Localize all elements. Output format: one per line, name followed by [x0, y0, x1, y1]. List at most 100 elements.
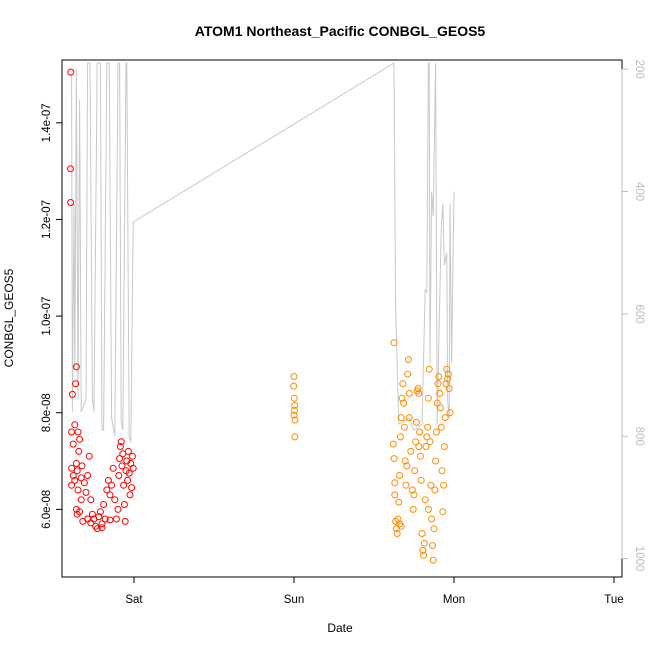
data-point	[390, 455, 398, 463]
data-point	[72, 460, 80, 467]
data-point	[414, 385, 422, 393]
data-point	[398, 394, 406, 402]
data-point	[88, 510, 96, 518]
data-point	[82, 488, 90, 496]
data-point	[434, 380, 442, 388]
points-layer	[67, 68, 454, 564]
data-point	[423, 433, 431, 441]
data-point	[76, 508, 84, 516]
data-point	[129, 464, 137, 472]
data-point	[402, 481, 410, 489]
data-point	[391, 479, 399, 487]
data-point	[73, 467, 81, 475]
data-point	[425, 365, 433, 373]
data-point	[409, 505, 417, 513]
data-point	[109, 464, 117, 472]
data-point	[410, 491, 418, 499]
data-point	[424, 505, 432, 513]
data-point	[98, 520, 106, 528]
data-point	[118, 462, 126, 470]
data-point	[437, 423, 445, 431]
data-point	[444, 375, 452, 383]
data-point	[106, 516, 114, 524]
data-point	[440, 481, 448, 489]
data-point	[439, 508, 447, 516]
data-point	[124, 476, 132, 484]
data-point	[111, 496, 119, 504]
data-point	[393, 530, 401, 537]
y-tick-label: 8.0e-08	[41, 393, 53, 432]
data-point	[408, 486, 416, 494]
y-tick-label: 6.0e-08	[41, 490, 53, 529]
y2-axis-right: 200 400 600 800 1000	[621, 60, 645, 572]
data-point	[436, 389, 444, 397]
data-point	[415, 389, 423, 397]
data-point	[84, 472, 92, 479]
data-point	[77, 474, 85, 482]
data-point	[412, 438, 420, 446]
data-point	[399, 380, 407, 388]
data-point	[389, 440, 397, 448]
data-point	[404, 370, 412, 378]
data-point	[401, 457, 409, 465]
data-point	[446, 409, 454, 417]
data-point	[405, 414, 413, 422]
data-point	[121, 517, 129, 525]
data-point	[396, 472, 404, 479]
data-point	[444, 370, 452, 378]
data-point	[98, 524, 106, 532]
data-point	[396, 433, 404, 441]
data-point	[87, 519, 95, 527]
y-axis: 6.0e-08 8.0e-08 1.0e-07 1.2e-07 1.4e-07	[41, 103, 63, 529]
data-point	[443, 365, 451, 373]
data-point	[390, 339, 398, 347]
data-point	[71, 421, 79, 429]
y2-tick-label: 200	[633, 60, 645, 79]
data-point	[445, 385, 453, 393]
data-point	[96, 508, 104, 516]
data-point	[124, 447, 132, 455]
data-point	[428, 542, 436, 550]
data-point	[67, 199, 75, 206]
y-axis-label: CONBGL_GEOS5	[2, 268, 16, 367]
data-point	[391, 491, 399, 499]
data-point	[290, 382, 298, 390]
data-point	[433, 399, 441, 407]
data-point	[430, 525, 438, 533]
data-point	[440, 443, 448, 450]
data-point	[80, 479, 88, 487]
pressure-layer	[71, 62, 455, 443]
plot-frame	[61, 59, 623, 578]
data-point	[435, 373, 443, 380]
data-point	[420, 539, 428, 547]
data-point	[73, 510, 81, 518]
data-point	[438, 467, 446, 475]
data-point	[420, 551, 428, 559]
data-point	[419, 546, 427, 554]
y2-tick-label: 400	[633, 182, 645, 201]
data-point	[417, 476, 425, 484]
data-point	[117, 438, 125, 446]
data-point	[75, 447, 83, 455]
data-point	[397, 414, 405, 422]
data-point	[77, 496, 85, 504]
data-point	[426, 438, 434, 446]
data-point	[93, 525, 101, 533]
data-point	[68, 481, 76, 489]
x-axis-label: Date	[327, 621, 353, 635]
y2-tick-label: 1000	[633, 546, 645, 572]
data-point	[72, 363, 80, 371]
data-point	[67, 165, 74, 173]
data-point	[411, 467, 419, 475]
data-point	[76, 435, 84, 443]
data-point	[424, 423, 432, 431]
data-point	[116, 443, 124, 450]
data-point	[421, 496, 429, 504]
data-point	[395, 498, 403, 506]
data-point	[85, 452, 93, 460]
data-point	[68, 390, 76, 398]
chart-title: ATOM1 Northeast_Pacific CONBGL_GEOS5	[195, 23, 486, 39]
data-point	[442, 380, 450, 388]
data-point	[104, 476, 112, 484]
